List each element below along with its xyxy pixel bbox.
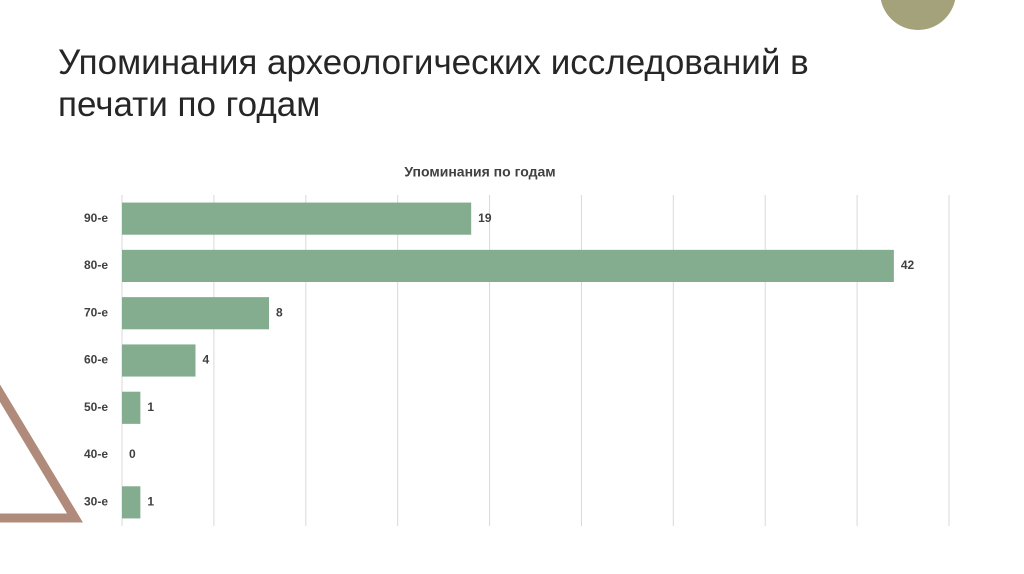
data-label: 19 bbox=[478, 211, 492, 225]
y-tick-label: 40-е bbox=[84, 447, 108, 461]
decor-triangle bbox=[0, 384, 83, 523]
y-tick-label: 90-е bbox=[84, 211, 108, 225]
y-tick-label: 70-е bbox=[84, 305, 108, 319]
bar bbox=[122, 249, 894, 283]
y-tick-label: 50-е bbox=[84, 400, 108, 414]
bar bbox=[122, 297, 270, 330]
y-tick-label: 80-е bbox=[84, 258, 108, 272]
data-label: 0 bbox=[129, 447, 136, 461]
bar bbox=[122, 391, 141, 424]
bar bbox=[122, 202, 472, 235]
data-label: 42 bbox=[901, 258, 915, 272]
data-label: 4 bbox=[203, 353, 210, 367]
data-label: 1 bbox=[147, 495, 154, 509]
slide-title: Упоминания археологических исследований … bbox=[58, 43, 809, 124]
chart-title: Упоминания по годам bbox=[404, 164, 555, 180]
y-tick-label: 60-е bbox=[84, 353, 108, 367]
data-label: 1 bbox=[147, 400, 154, 414]
y-tick-label: 30-е bbox=[84, 495, 108, 509]
bar bbox=[122, 486, 141, 519]
data-label: 8 bbox=[276, 305, 283, 319]
bar bbox=[122, 344, 196, 377]
decor-circle bbox=[880, 0, 956, 30]
